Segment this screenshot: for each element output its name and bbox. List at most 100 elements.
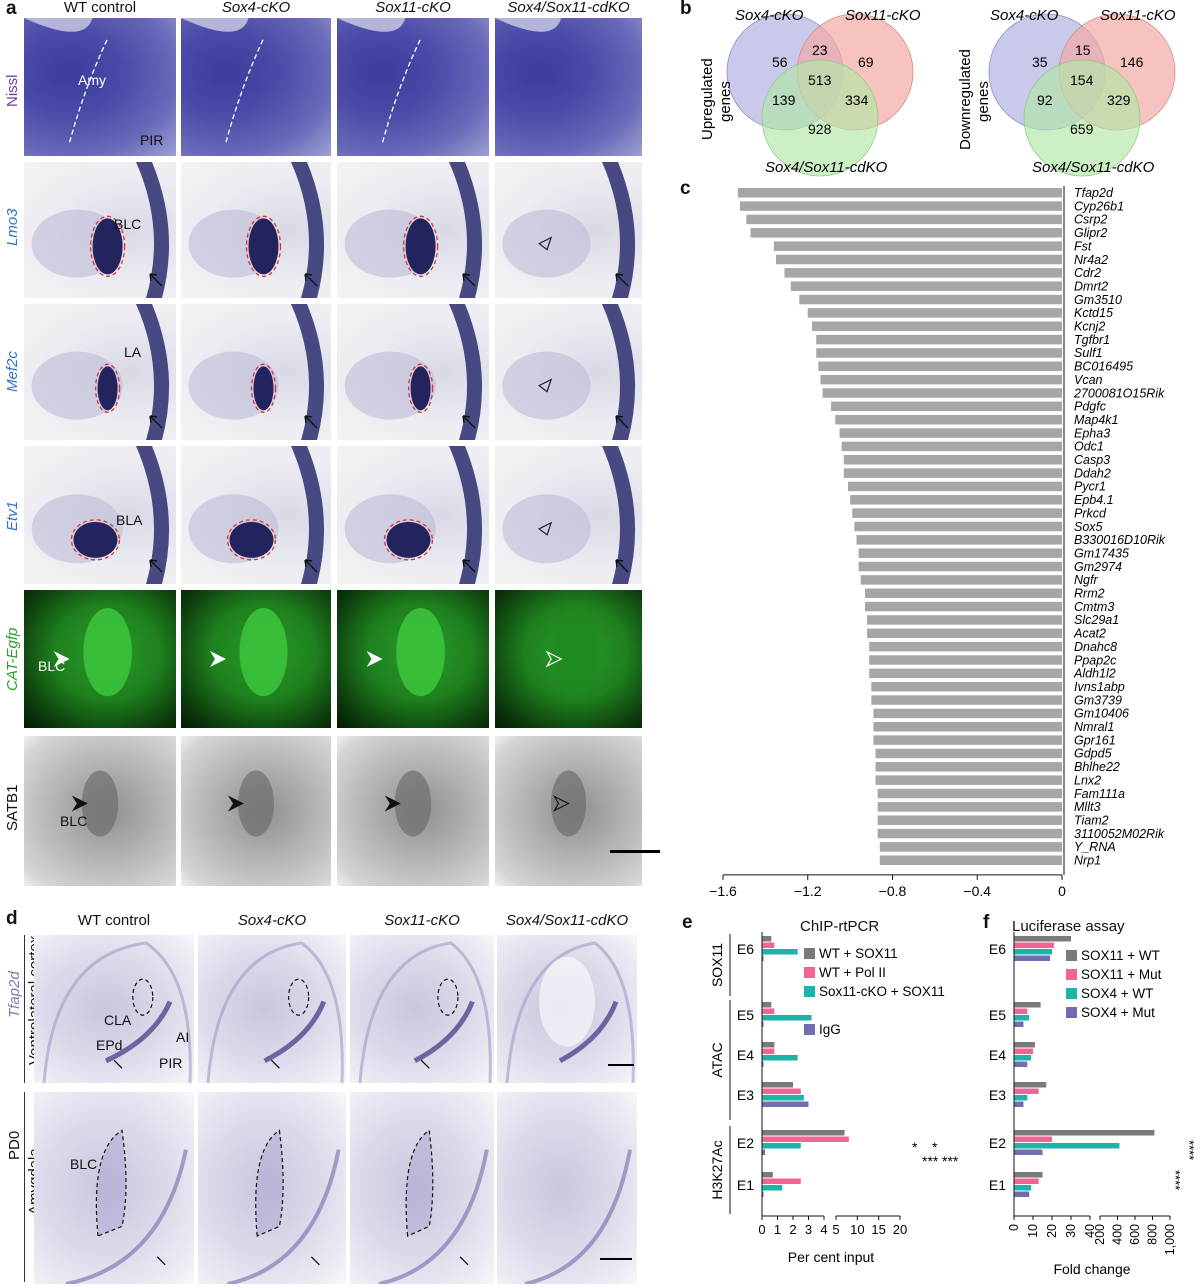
e-bar-3-1 <box>762 1088 801 1094</box>
e-significance-1: *** <box>922 1153 939 1169</box>
panel-d-gene-label: Tfap2d <box>6 971 23 1018</box>
e-significance-3: *** <box>942 1153 959 1169</box>
venn-down-only-c: 659 <box>1070 121 1094 137</box>
e-legend-swatch-3 <box>804 1024 815 1035</box>
bar-label-29: Ngfr <box>1074 573 1098 587</box>
venn-down-label-a: Sox4-cKO <box>990 7 1059 24</box>
panel-a-image-r0-c0 <box>24 18 176 156</box>
e-bar-5-0 <box>762 1172 773 1178</box>
bar-label-36: Aldh1l2 <box>1073 667 1116 681</box>
bar-15 <box>822 388 1062 398</box>
bar-3 <box>750 228 1062 238</box>
panel-d-column-title-3: Sox4/Sox11-cdKO <box>505 912 629 929</box>
panel-a-image-r5-c2 <box>337 736 489 886</box>
f-bar-1-1 <box>1014 1008 1028 1014</box>
panel-d-image-r1-c2 <box>350 1092 494 1284</box>
panel-a-image-r1-c3 <box>495 162 642 298</box>
panel-d-bracket-bottom <box>24 1092 25 1282</box>
bar-label-45: Fam111a <box>1074 787 1125 801</box>
bar-22 <box>848 481 1062 492</box>
e-significance-0: * <box>912 1139 918 1155</box>
e-bar-4-3 <box>762 1149 766 1155</box>
f-bar-2-1 <box>1014 1048 1033 1054</box>
panel-a-image-r5-c1 <box>181 736 331 886</box>
panel-a-image-r3-c0 <box>24 446 176 584</box>
label-amy: Amy <box>78 72 106 88</box>
panel-a-image-r3-c2 <box>337 446 489 584</box>
bar-21 <box>843 468 1062 478</box>
panel-a-image-r4-c3 <box>495 590 642 728</box>
e-x-tick-label-3: 3 <box>805 1222 812 1237</box>
venn-up-title-1: Upregulated <box>699 58 716 140</box>
panel-d-image-r0-c1 <box>198 935 346 1083</box>
panel-d-image-r1-c3 <box>497 1092 637 1284</box>
f-bar-4-0 <box>1014 1130 1155 1136</box>
panel-a-image-r2-c0 <box>24 304 176 440</box>
bar-47 <box>877 815 1062 825</box>
bar-16 <box>831 401 1062 412</box>
e-legend-label-2: Sox11-cKO + SOX11 <box>819 984 945 999</box>
f-x-tick-label-2: 20 <box>1045 1224 1059 1238</box>
chip-rtpcr-chart: E6 E5 E4 E3 E2 E1 0 1 2 3 4 5 10 15 20 Per cent input SO… <box>709 932 959 1265</box>
bar-label-46: Mllt3 <box>1074 800 1100 814</box>
e-bar-1-0 <box>762 1002 772 1008</box>
panel-a-image-r4-c1 <box>181 590 331 728</box>
bar-14 <box>820 374 1062 385</box>
bar-label-26: B330016D10Rik <box>1074 533 1166 547</box>
bar-label-32: Slc29a1 <box>1074 613 1119 627</box>
bar-42 <box>875 748 1062 759</box>
bar-label-13: BC016495 <box>1074 360 1133 374</box>
venn-up-a-b: 23 <box>812 42 828 58</box>
bar-label-6: Cdr2 <box>1074 266 1101 280</box>
panel-b-label: b <box>680 0 692 19</box>
panel-d-column-title-1: Sox4-cKO <box>237 912 307 929</box>
bar-label-30: Rrm2 <box>1074 587 1105 601</box>
venn-down-a-b: 15 <box>1075 42 1091 58</box>
scale-bar <box>610 850 660 853</box>
panel-a-row-label-0: Nissl <box>4 74 21 108</box>
bar-label-0: Tfap2d <box>1074 186 1114 200</box>
bar-label-37: Ivns1abp <box>1074 680 1125 694</box>
f-legend-label-0: SOX11 + WT <box>1081 948 1160 963</box>
bar-label-15: 2700081O15Rik <box>1073 386 1165 400</box>
bar-8 <box>799 294 1062 305</box>
bar-label-22: Pycr1 <box>1074 480 1106 494</box>
e-x-tick-label-4: 4 <box>820 1222 827 1237</box>
e-x-tick-label-2: 2 <box>789 1222 796 1237</box>
bar-label-41: Gpr161 <box>1074 733 1116 747</box>
f-bar-2-0 <box>1014 1042 1035 1048</box>
panel-d-column-title-0: WT control <box>77 912 151 929</box>
e-legend-label-0: WT + SOX11 <box>819 946 898 961</box>
e-bar-2-0 <box>762 1042 775 1048</box>
f-bar-3-2 <box>1014 1095 1028 1101</box>
venn-down-label-b: Sox11-cKO <box>1100 7 1176 24</box>
e-legend-label-1: WT + Pol II <box>819 965 886 980</box>
panel-e-title: ChIP-rtPCR <box>800 918 880 935</box>
f-bar-5-0 <box>1014 1172 1043 1178</box>
venn-down-only-a: 35 <box>1032 54 1048 70</box>
venn-down-a-c: 92 <box>1037 92 1053 108</box>
bar-50 <box>879 855 1062 865</box>
e-category-0: E6 <box>737 941 754 957</box>
f-x-tick-label-7: 600 <box>1128 1224 1142 1245</box>
f-legend-swatch-0 <box>1066 950 1077 961</box>
e-x-tick-label-8: 20 <box>893 1222 907 1237</box>
bar-2 <box>746 214 1062 225</box>
bar-label-4: Fst <box>1074 239 1092 253</box>
scale-bar-d-top <box>608 1064 634 1066</box>
f-x-tick-label-5: 200 <box>1093 1224 1107 1245</box>
panel-a-image-r0-c2 <box>337 18 489 156</box>
e-x-tick-label-1: 1 <box>774 1222 781 1237</box>
bar-label-21: Ddah2 <box>1074 466 1111 480</box>
panel-a-image-r2-c3 <box>495 304 642 440</box>
bar-0 <box>737 188 1062 198</box>
bar-4 <box>773 241 1062 251</box>
panel-a-row-label-2: Mef2c <box>4 351 21 392</box>
f-bar-4-2 <box>1014 1143 1120 1149</box>
bar-10 <box>811 321 1062 331</box>
f-bar-3-3 <box>1014 1101 1024 1107</box>
e-category-5: E1 <box>737 1177 754 1193</box>
venn-diagrams: Upregulated genes Sox4-cKO Sox11-cKO Sox… <box>699 7 1176 177</box>
venn-up-all: 513 <box>808 72 832 88</box>
venn-down-label-c: Sox4/Sox11-cdKO <box>1032 159 1155 176</box>
